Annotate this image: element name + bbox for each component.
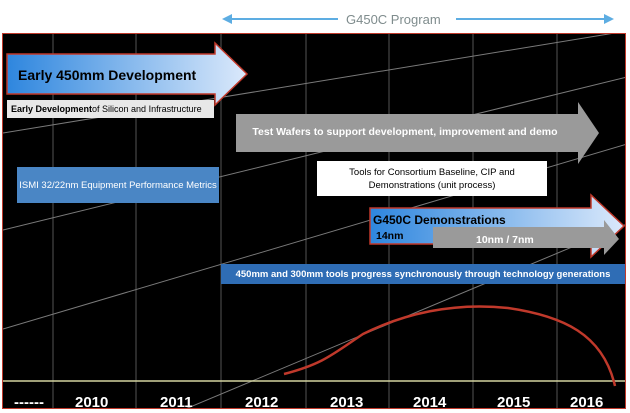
year-label: 2016 [570, 394, 604, 411]
early-development-note: Early Development of Silicon and Infrast… [7, 100, 214, 118]
test-wafers-arrow [236, 102, 599, 164]
progress-curve [283, 305, 617, 387]
timeline-frame [2, 33, 626, 409]
year-label: 2010 [75, 394, 109, 411]
program-label: G450C Program [346, 12, 441, 27]
year-label: 2014 [413, 394, 447, 411]
year-label: 2012 [245, 394, 279, 411]
consortium-tools-box: Tools for Consortium Baseline, CIP and D… [317, 161, 547, 196]
program-arrow [222, 14, 614, 24]
background-graphics [3, 34, 625, 408]
early-development-bold: Early Development [11, 104, 93, 114]
year-label: 2013 [330, 394, 364, 411]
early-development-rest: of Silicon and Infrastructure [92, 104, 202, 114]
year-label: 2015 [497, 394, 531, 411]
ismi-metrics-box: ISMI 32/22nm Equipment Performance Metri… [17, 167, 219, 203]
progress-note-bar: 450mm and 300mm tools progress synchrono… [221, 264, 625, 284]
test-wafers-label: Test Wafers to support development, impr… [252, 126, 558, 138]
early-450-arrow [6, 41, 249, 107]
year-placeholder: ------ [14, 394, 44, 411]
node-14nm-label: 14nm [376, 230, 404, 242]
year-label: 2011 [160, 394, 193, 411]
node-10-7-label: 10nm / 7nm [476, 234, 534, 246]
early-450-title: Early 450mm Development [18, 67, 197, 83]
demonstrations-title: G450C Demonstrations [373, 213, 506, 227]
node-10-7-arrow [433, 220, 619, 255]
